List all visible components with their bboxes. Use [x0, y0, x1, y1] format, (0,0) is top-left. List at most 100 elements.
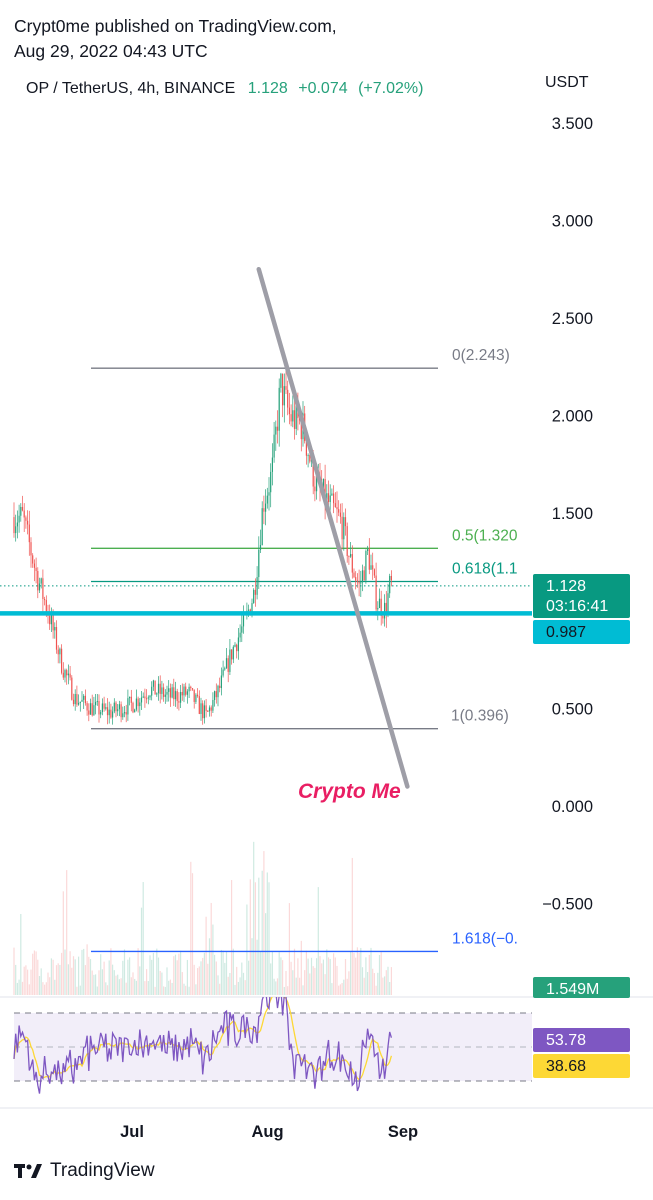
volume-bar: [266, 872, 268, 995]
volume-bar: [35, 951, 37, 995]
candle-body: [180, 691, 182, 703]
volume-bar: [96, 986, 98, 995]
candle-body: [146, 698, 148, 700]
volume-badge: [533, 977, 630, 998]
candle-body: [241, 626, 243, 633]
volume-bar: [276, 978, 279, 995]
volume-bar: [84, 965, 86, 995]
volume-bar: [327, 957, 330, 995]
fib-level-label: 1.618(−0.: [452, 930, 518, 947]
volume-bar: [353, 952, 355, 995]
volume-bar: [180, 950, 182, 995]
candle-body: [333, 493, 335, 504]
volume-bar: [197, 968, 199, 995]
volume-bar: [27, 969, 29, 995]
candle-body: [110, 709, 112, 718]
candle-body: [103, 703, 105, 709]
volume-bar: [176, 960, 178, 995]
volume-bar: [287, 986, 289, 995]
y-tick-label: 1.500: [552, 505, 593, 523]
volume-bar: [358, 952, 360, 995]
candle-body: [251, 603, 253, 615]
candle-body: [98, 701, 100, 715]
candle-body: [16, 522, 18, 527]
volume-bar: [244, 980, 246, 995]
symbol-legend[interactable]: OP / TetherUS, 4h, BINANCE 1.128 +0.074 …: [26, 80, 423, 98]
volume-bar: [365, 957, 367, 995]
volume-bar: [25, 965, 27, 995]
candle-body: [173, 687, 175, 700]
volume-bar: [285, 970, 287, 995]
volume-bar: [215, 961, 217, 995]
fib-level-label: 0.618(1.1: [452, 561, 518, 578]
volume-bar: [271, 951, 273, 995]
volume-bar: [123, 949, 126, 995]
candle-body: [309, 455, 311, 462]
volume-bar: [350, 951, 352, 995]
volume-bar: [227, 976, 229, 995]
candle-body: [205, 705, 207, 711]
candle-body: [300, 420, 302, 440]
symbol-change-pct: (+7.02%): [358, 80, 424, 97]
support-line[interactable]: [0, 585, 532, 616]
volume-bar: [59, 964, 61, 995]
candle-body: [159, 683, 161, 694]
volume-bar: [21, 981, 24, 995]
volume-bar: [50, 958, 52, 995]
candle-body: [275, 426, 277, 435]
volume-bar: [32, 953, 34, 995]
candle-body: [341, 516, 343, 540]
candle-body: [287, 389, 289, 408]
volume-bar: [157, 957, 160, 995]
candle-body: [181, 691, 183, 696]
candle-body: [210, 707, 212, 711]
volume-bar: [38, 975, 41, 995]
y-axis[interactable]: 3.500 3.000 2.500 2.000 1.500 0.500 0.000 −0.50…: [542, 115, 593, 914]
footer-brand-name: TradingView: [50, 1160, 155, 1181]
volume-bar: [346, 978, 348, 995]
candle-body: [89, 703, 92, 715]
volume-bar: [387, 966, 389, 995]
candle-body: [23, 510, 25, 518]
candle-body: [361, 570, 364, 583]
candle-body: [123, 712, 126, 714]
trendline[interactable]: [256, 266, 410, 789]
candle-body: [130, 696, 132, 703]
volume-bar: [163, 986, 165, 995]
candle-body: [144, 696, 146, 699]
volume-bar: [37, 959, 39, 995]
volume-bar: [297, 958, 299, 995]
candle-body: [191, 688, 194, 690]
volume-bar: [72, 956, 75, 995]
candle-body: [57, 649, 59, 655]
candle-body: [227, 658, 229, 672]
candle-body: [344, 517, 347, 527]
volume-bar: [232, 948, 234, 995]
volume-bar: [122, 960, 124, 995]
candle-body: [242, 614, 245, 627]
candle-body: [64, 670, 66, 678]
candle-body: [44, 599, 46, 601]
volume-bar: [385, 970, 387, 995]
y-tick-label: −0.500: [542, 896, 593, 914]
volume-bar: [229, 972, 231, 995]
volume-bar: [66, 870, 68, 995]
candle-body: [147, 697, 149, 699]
volume-bar: [110, 948, 112, 995]
volume-bar: [101, 969, 103, 995]
candle-body: [154, 680, 156, 695]
volume-bar: [283, 986, 285, 995]
x-axis[interactable]: Jul Aug Sep: [120, 1123, 418, 1141]
volume-bar: [108, 960, 110, 995]
volume-bar: [74, 959, 76, 995]
fib-retracement[interactable]: 0(2.243) 0.5(1.320 0.618(1.1 1(0.396) 1.618(…: [91, 347, 518, 953]
rsi-ma-badge: [533, 1054, 630, 1078]
candle-body: [322, 479, 324, 491]
volume-bar: [203, 952, 205, 995]
candle-body: [71, 677, 73, 700]
footer-brand[interactable]: TradingView: [14, 1160, 155, 1182]
candle-body: [30, 542, 32, 556]
volume-bar: [142, 882, 144, 995]
volume-bar: [368, 954, 370, 995]
